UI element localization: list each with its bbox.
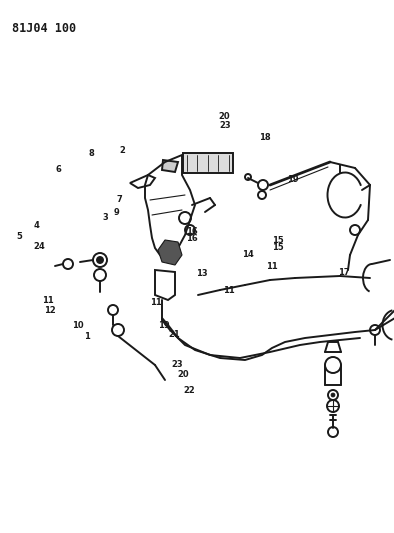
Circle shape (97, 257, 103, 263)
Text: 5: 5 (16, 232, 22, 241)
Text: 8: 8 (89, 149, 94, 158)
Text: 16: 16 (186, 235, 198, 243)
Text: 23: 23 (219, 122, 231, 130)
Text: 11: 11 (223, 286, 235, 295)
Text: 13: 13 (196, 270, 208, 278)
Text: 18: 18 (259, 133, 271, 142)
Polygon shape (158, 240, 182, 265)
Text: 19: 19 (286, 175, 298, 183)
Text: 4: 4 (33, 221, 39, 230)
Text: 7: 7 (117, 195, 123, 204)
Text: 15: 15 (272, 243, 284, 252)
Text: 81J04 100: 81J04 100 (12, 22, 76, 35)
Text: 17: 17 (338, 269, 349, 277)
Circle shape (331, 393, 335, 397)
Text: 16: 16 (186, 227, 198, 236)
Text: 11: 11 (266, 262, 278, 271)
Text: 6: 6 (56, 165, 61, 174)
Text: 11: 11 (42, 296, 54, 305)
Text: 3: 3 (103, 214, 108, 222)
Polygon shape (162, 160, 178, 172)
Text: 12: 12 (44, 306, 56, 314)
Text: 10: 10 (72, 321, 84, 329)
Text: 14: 14 (242, 251, 253, 259)
Text: 20: 20 (177, 370, 189, 378)
Text: 19: 19 (158, 321, 170, 329)
Text: 15: 15 (272, 237, 284, 245)
Text: 9: 9 (113, 208, 119, 217)
Text: 21: 21 (168, 330, 180, 339)
Text: 23: 23 (171, 360, 183, 369)
Text: 1: 1 (84, 333, 89, 341)
Text: 20: 20 (218, 112, 230, 120)
Text: 11: 11 (150, 298, 162, 307)
Text: 2: 2 (119, 146, 125, 155)
FancyBboxPatch shape (183, 153, 233, 173)
Text: 24: 24 (33, 242, 45, 251)
Text: 22: 22 (183, 386, 195, 394)
